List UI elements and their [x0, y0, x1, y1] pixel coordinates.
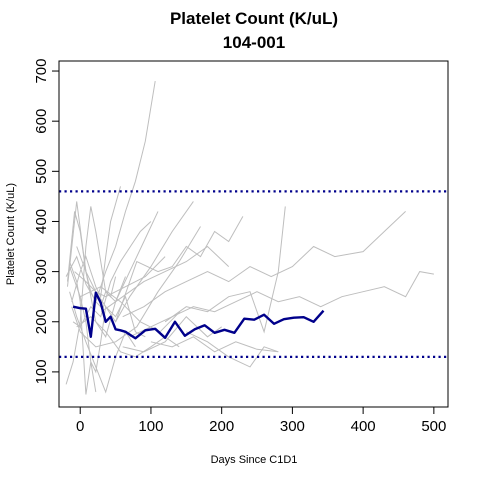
background-series-line: [122, 211, 406, 318]
x-tick-label: 100: [138, 418, 163, 435]
chart-subtitle: 104-001: [223, 33, 285, 52]
background-series-line: [71, 186, 121, 302]
plot-frame: [58, 60, 449, 408]
background-series-line: [79, 286, 181, 333]
background-series-line: [65, 81, 156, 303]
background-series-line: [72, 221, 152, 328]
background-lines: [65, 81, 434, 395]
y-tick-label: 400: [33, 209, 50, 234]
reference-lines: [59, 190, 448, 358]
x-tick-label: 0: [76, 418, 84, 435]
x-tick-label: 200: [209, 418, 234, 435]
background-series-line: [150, 336, 279, 353]
background-series-line: [122, 315, 222, 353]
chart-title: Platelet Count (K/uL): [170, 9, 338, 28]
background-series-line: [65, 206, 159, 385]
y-axis-title: Platelet Count (K/uL): [5, 183, 17, 285]
x-axis-title: Days Since C1D1: [211, 454, 298, 466]
y-tick-label: 300: [33, 259, 50, 284]
background-series-line: [74, 256, 166, 298]
background-series-line: [115, 216, 244, 322]
highlight-series-line: [72, 291, 325, 340]
x-axis: 0 100 200 300 400 500: [76, 406, 446, 435]
background-series-line: [164, 206, 286, 334]
y-tick-label: 200: [33, 309, 50, 334]
background-series-line: [101, 245, 230, 313]
x-tick-label: 400: [351, 418, 376, 435]
y-tick-label: 100: [33, 359, 50, 384]
background-series-line: [69, 266, 146, 374]
x-tick-label: 500: [421, 418, 446, 435]
x-tick-label: 300: [280, 418, 305, 435]
y-tick-label: 600: [33, 109, 50, 134]
highlight-series: [72, 291, 325, 340]
y-tick-label: 500: [33, 159, 50, 184]
background-series-line: [129, 271, 434, 338]
y-tick-label: 700: [33, 59, 50, 84]
y-axis: 100 200 300 400 500 600 700: [33, 59, 60, 384]
background-series-line: [186, 331, 279, 368]
background-series-line: [69, 261, 97, 395]
